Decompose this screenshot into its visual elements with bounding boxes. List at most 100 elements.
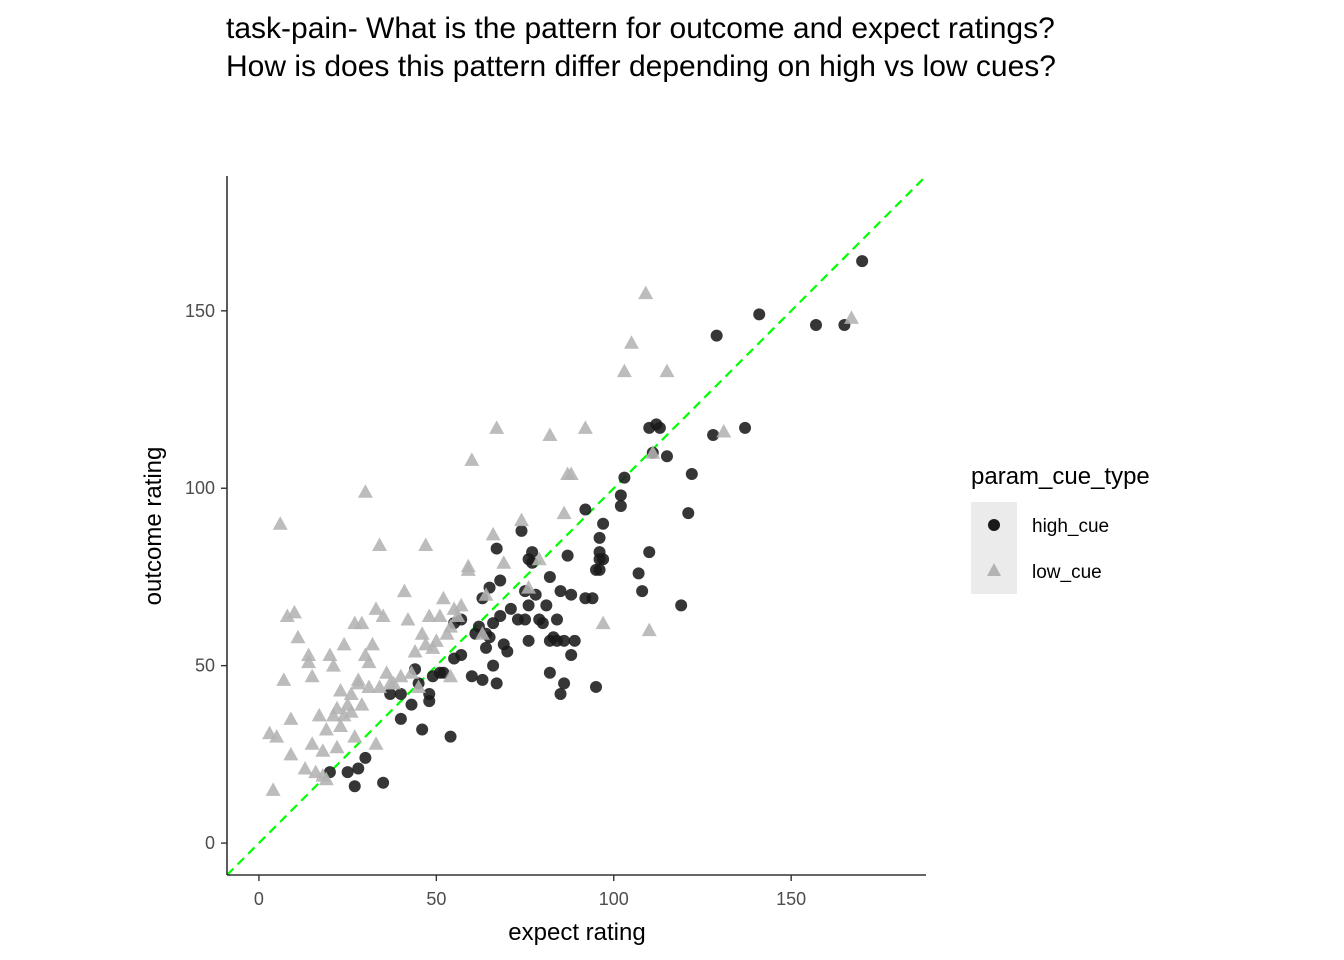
data-point-low-cue — [418, 537, 434, 552]
data-point-low-cue — [322, 647, 338, 662]
data-point-low-cue — [460, 562, 476, 576]
data-point-high-cue — [568, 634, 581, 647]
data-point-high-cue — [636, 585, 649, 598]
data-point-low-cue — [276, 672, 292, 686]
data-point-low-cue — [489, 420, 505, 434]
data-point-high-cue — [614, 489, 627, 502]
data-point-high-cue — [558, 677, 571, 690]
data-point-high-cue — [501, 645, 514, 658]
x-tick-label: 100 — [599, 889, 629, 909]
chart-title-line-2: How is does this pattern differ dependin… — [226, 50, 1056, 83]
data-point-low-cue — [290, 629, 306, 644]
data-point-low-cue — [421, 608, 437, 622]
data-point-high-cue — [565, 649, 578, 662]
data-point-low-cue — [474, 626, 490, 640]
data-point-low-cue — [396, 583, 412, 598]
data-point-low-cue — [542, 427, 558, 442]
data-point-high-cue — [685, 468, 698, 481]
data-point-low-cue — [329, 739, 345, 754]
data-point-high-cue — [810, 319, 823, 332]
data-point-low-cue — [372, 537, 388, 552]
data-point-high-cue — [444, 730, 457, 743]
data-point-high-cue — [455, 649, 468, 662]
data-point-low-cue — [432, 608, 448, 622]
data-point-high-cue — [543, 666, 556, 679]
data-point-high-cue — [597, 517, 610, 530]
data-point-low-cue — [659, 363, 675, 378]
data-point-high-cue — [519, 613, 532, 626]
data-point-high-cue — [480, 641, 493, 654]
data-point-low-cue — [464, 452, 480, 466]
data-point-high-cue — [494, 609, 507, 622]
chart-title: task-pain- What is the pattern for outco… — [226, 10, 1326, 86]
data-point-high-cue — [643, 546, 656, 559]
x-tick-label: 150 — [776, 889, 806, 909]
data-point-low-cue — [361, 679, 377, 693]
data-point-low-cue — [638, 285, 654, 300]
data-point-high-cue — [614, 499, 627, 512]
data-point-low-cue — [364, 636, 380, 651]
data-point-low-cue — [318, 722, 334, 736]
data-point-low-cue — [372, 679, 388, 693]
data-point-low-cue — [563, 466, 579, 481]
data-point-high-cue — [579, 503, 592, 516]
data-point-high-cue — [856, 255, 869, 268]
data-point-high-cue — [554, 585, 567, 598]
data-point-low-cue — [453, 597, 469, 612]
data-point-high-cue — [504, 602, 517, 615]
data-point-low-cue — [496, 555, 512, 569]
legend: param_cue_type high_cue low_cue — [971, 463, 1150, 594]
data-point-low-cue — [311, 707, 327, 722]
data-point-high-cue — [597, 553, 610, 566]
data-point-low-cue — [443, 619, 459, 633]
data-point-low-cue — [343, 704, 359, 718]
data-point-high-cue — [377, 776, 390, 789]
data-point-high-cue — [653, 421, 666, 434]
data-point-low-cue — [336, 636, 352, 651]
data-point-high-cue — [465, 670, 478, 683]
points-layer — [262, 255, 869, 796]
data-point-low-cue — [333, 718, 349, 732]
y-tick-label: 0 — [205, 833, 215, 853]
data-point-high-cue — [739, 421, 752, 434]
data-point-low-cue — [443, 668, 459, 683]
data-point-high-cue — [682, 507, 695, 520]
data-point-low-cue — [354, 615, 370, 630]
data-point-low-cue — [347, 729, 363, 743]
data-point-low-cue — [843, 310, 859, 324]
data-point-low-cue — [645, 445, 661, 459]
legend-marker-high-cue — [988, 519, 1000, 531]
data-point-low-cue — [623, 335, 639, 349]
data-point-high-cue — [476, 673, 489, 686]
data-point-low-cue — [318, 771, 334, 786]
data-point-low-cue — [556, 505, 572, 520]
data-point-high-cue — [554, 688, 567, 701]
data-point-low-cue — [272, 516, 288, 530]
data-point-high-cue — [561, 549, 574, 562]
data-point-high-cue — [550, 613, 563, 626]
data-point-low-cue — [325, 658, 341, 672]
data-point-low-cue — [478, 587, 494, 601]
data-point-low-cue — [375, 608, 391, 622]
data-point-high-cue — [416, 723, 429, 736]
data-point-high-cue — [522, 599, 535, 612]
data-point-low-cue — [301, 647, 317, 662]
data-point-low-cue — [435, 590, 451, 605]
data-point-low-cue — [336, 707, 352, 722]
data-point-low-cue — [265, 782, 281, 796]
data-point-high-cue — [526, 546, 539, 559]
data-point-high-cue — [359, 751, 372, 764]
data-point-low-cue — [304, 668, 320, 683]
data-point-low-cue — [379, 665, 395, 679]
data-point-high-cue — [423, 695, 436, 708]
data-point-low-cue — [414, 626, 430, 640]
data-point-high-cue — [490, 677, 503, 690]
data-point-low-cue — [286, 604, 302, 619]
data-point-low-cue — [368, 601, 384, 615]
y-tick-label: 50 — [195, 656, 215, 676]
data-point-low-cue — [439, 626, 455, 640]
data-point-high-cue — [405, 698, 418, 711]
data-point-low-cue — [411, 679, 427, 693]
data-point-high-cue — [394, 688, 407, 701]
data-point-low-cue — [485, 526, 501, 541]
